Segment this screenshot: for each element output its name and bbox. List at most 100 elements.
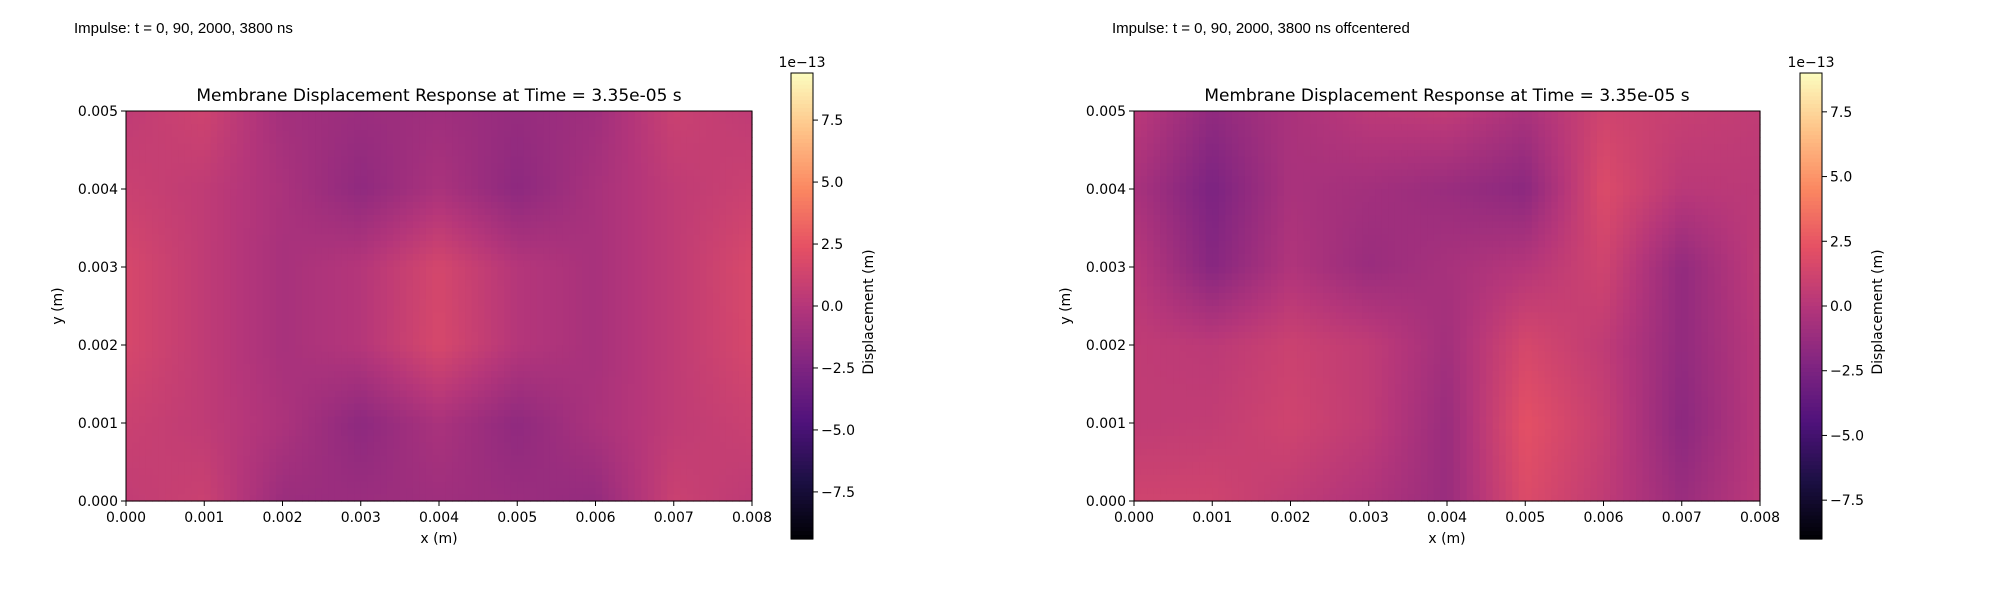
heatmap-cell: [295, 293, 303, 301]
heatmap-cell: [243, 371, 251, 379]
heatmap-cell: [217, 423, 225, 431]
heatmap-cell: [315, 312, 323, 320]
heatmap-cell: [471, 345, 479, 353]
heatmap-cell: [308, 228, 316, 236]
heatmap-cell: [393, 189, 401, 197]
heatmap-cell: [725, 286, 734, 294]
heatmap-cell: [223, 390, 231, 398]
heatmap-cell: [360, 241, 368, 249]
heatmap-cell: [699, 273, 707, 281]
heatmap-cell: [602, 254, 610, 262]
heatmap-cell: [399, 312, 407, 320]
heatmap-cell: [693, 254, 701, 262]
heatmap-cell: [347, 429, 355, 437]
heatmap-cell: [152, 332, 160, 340]
heatmap-cell: [191, 397, 199, 405]
heatmap-cell: [139, 130, 147, 138]
heatmap-cell: [302, 397, 310, 405]
heatmap-cell: [556, 267, 564, 275]
heatmap-cell: [693, 436, 701, 444]
heatmap-cell: [693, 189, 701, 197]
heatmap-cell: [465, 241, 473, 249]
heatmap-cell: [712, 169, 720, 177]
heatmap-cell: [191, 371, 199, 379]
heatmap-cell: [452, 143, 460, 151]
heatmap-cell: [373, 410, 381, 418]
heatmap-cell: [582, 124, 590, 132]
heatmap-cell: [295, 332, 303, 340]
heatmap-cell: [575, 423, 584, 431]
heatmap-cell: [347, 371, 355, 379]
heatmap-cell: [491, 195, 499, 203]
heatmap-cell: [673, 410, 681, 418]
heatmap-cell: [132, 189, 140, 197]
heatmap-cell: [315, 397, 323, 405]
heatmap-cell: [641, 377, 649, 385]
heatmap-cell: [465, 111, 473, 119]
heatmap-cell: [425, 215, 434, 223]
heatmap-cell: [719, 215, 727, 223]
heatmap-cell: [425, 254, 434, 262]
heatmap-cell: [328, 312, 336, 320]
heatmap-cell: [641, 150, 649, 158]
heatmap-cell: [660, 384, 668, 392]
heatmap-cell: [458, 442, 466, 450]
heatmap-cell: [569, 436, 577, 444]
heatmap-cell: [126, 306, 134, 314]
heatmap-cell: [328, 130, 336, 138]
heatmap-cell: [282, 189, 290, 197]
heatmap-cell: [693, 280, 701, 288]
heatmap-cell: [706, 286, 714, 294]
heatmap-cell: [647, 280, 655, 288]
heatmap-cell: [484, 228, 492, 236]
heatmap-cell: [139, 390, 147, 398]
heatmap-cell: [412, 182, 421, 190]
heatmap-cell: [165, 377, 173, 385]
heatmap-cell: [354, 325, 362, 333]
heatmap-cell: [386, 416, 394, 424]
heatmap-cell: [328, 234, 336, 242]
heatmap-cell: [262, 254, 271, 262]
heatmap-cell: [334, 176, 342, 184]
heatmap-cell: [497, 423, 505, 431]
heatmap-cell: [569, 286, 577, 294]
heatmap-cell: [510, 371, 518, 379]
heatmap-cell: [556, 150, 564, 158]
heatmap-cell: [223, 182, 231, 190]
heatmap-cell: [308, 221, 316, 229]
heatmap-cell: [269, 189, 277, 197]
heatmap-cell: [673, 390, 681, 398]
heatmap-cell: [360, 325, 368, 333]
heatmap-cell: [256, 429, 264, 437]
heatmap-cell: [282, 234, 290, 242]
heatmap-cell: [354, 182, 362, 190]
heatmap-cell: [673, 241, 681, 249]
heatmap-cell: [406, 332, 414, 340]
heatmap-cell: [321, 189, 329, 197]
heatmap-cell: [725, 202, 734, 210]
heatmap-cell: [549, 306, 557, 314]
heatmap-cell: [478, 169, 486, 177]
heatmap-cell: [621, 390, 629, 398]
heatmap-cell: [223, 280, 231, 288]
heatmap-cell: [406, 143, 414, 151]
heatmap-cell: [204, 241, 212, 249]
heatmap-cell: [308, 390, 316, 398]
heatmap-cell: [478, 442, 486, 450]
heatmap-cell: [243, 306, 251, 314]
heatmap-cell: [386, 306, 394, 314]
heatmap-cell: [347, 416, 355, 424]
heatmap-cell: [126, 358, 134, 366]
heatmap-cell: [373, 384, 381, 392]
heatmap-cell: [230, 429, 238, 437]
heatmap-cell: [191, 202, 199, 210]
heatmap-cell: [549, 345, 557, 353]
heatmap-cell: [510, 234, 518, 242]
heatmap-cell: [615, 195, 623, 203]
heatmap-cell: [458, 130, 466, 138]
heatmap-cell: [275, 156, 284, 164]
heatmap-cell: [256, 234, 264, 242]
heatmap-cell: [308, 137, 316, 145]
heatmap-cell: [549, 189, 557, 197]
heatmap-cell: [223, 117, 231, 125]
